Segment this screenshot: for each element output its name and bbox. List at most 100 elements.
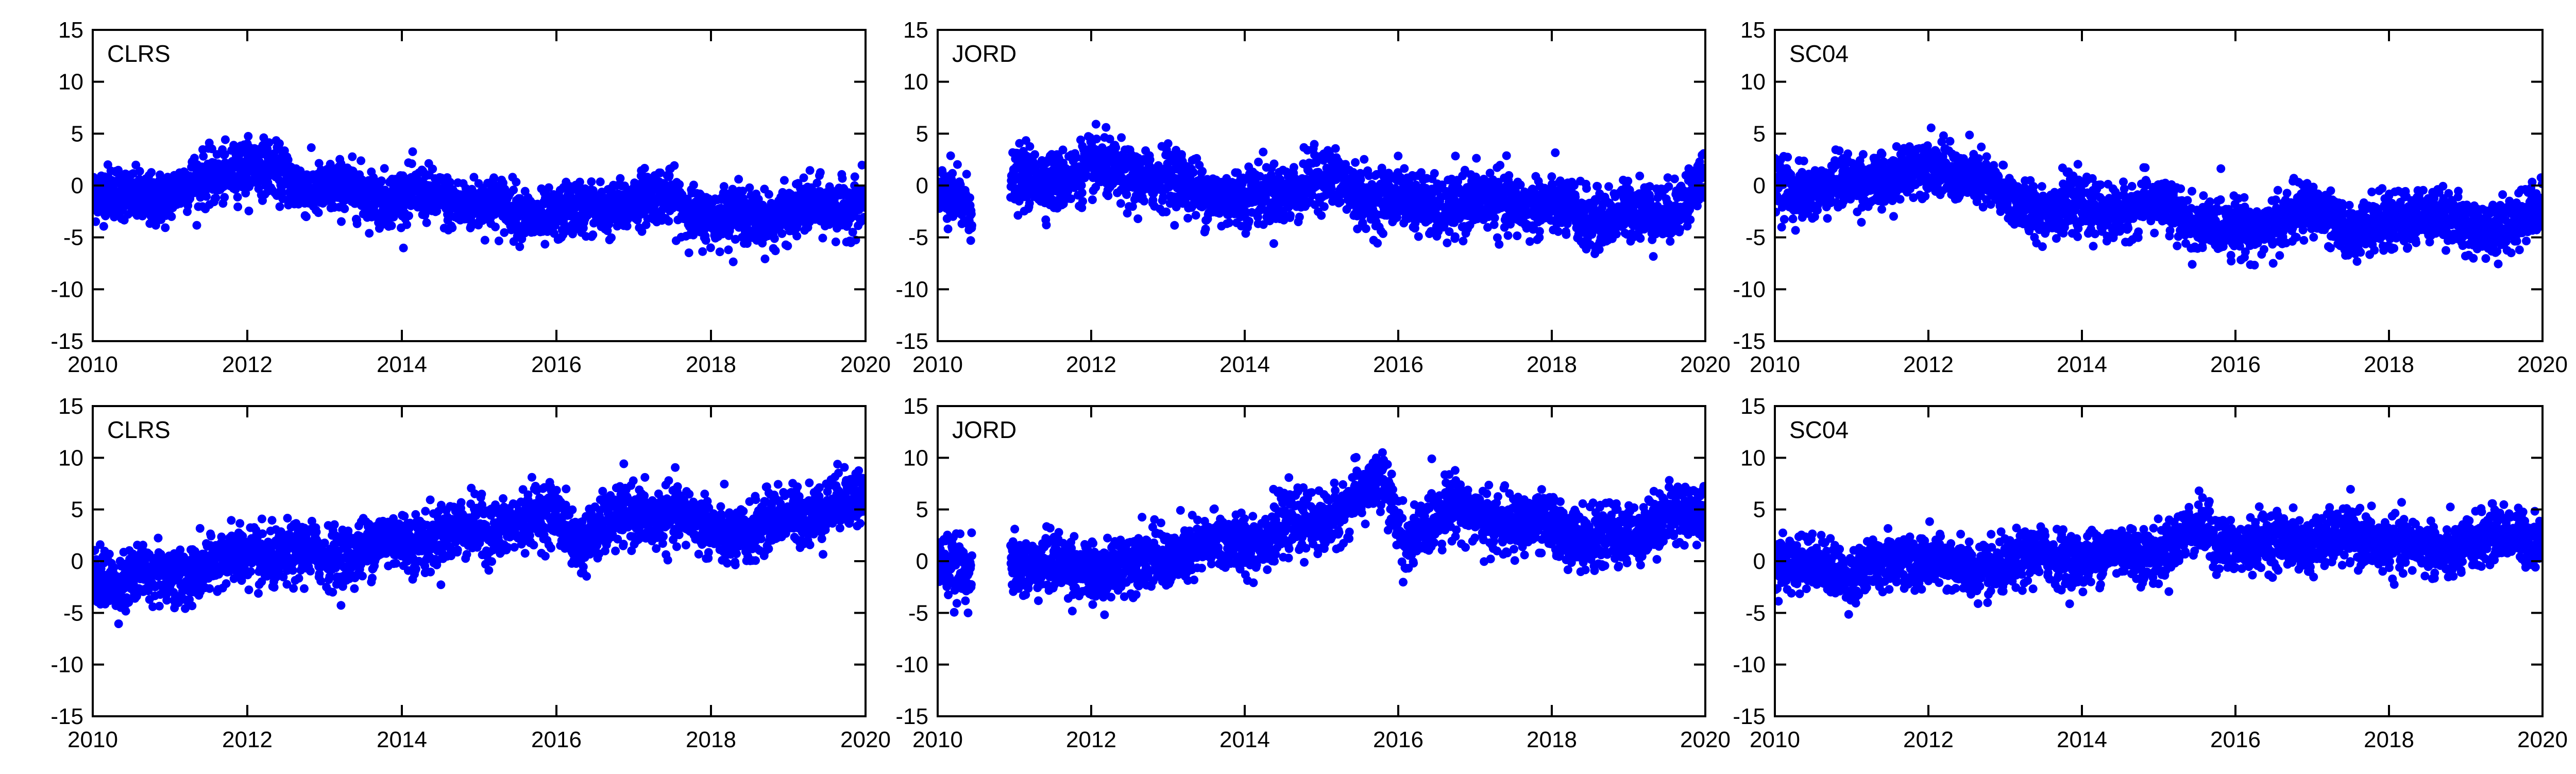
x-tick-label: 2018 bbox=[686, 352, 736, 377]
data-point bbox=[1128, 202, 1137, 211]
data-point bbox=[404, 211, 413, 221]
data-point bbox=[1503, 231, 1513, 240]
data-point bbox=[816, 168, 825, 177]
data-point bbox=[1198, 166, 1207, 176]
data-point bbox=[352, 219, 362, 228]
data-point bbox=[1317, 211, 1326, 220]
data-point bbox=[1459, 237, 1468, 246]
data-point bbox=[622, 222, 632, 231]
data-point bbox=[264, 138, 274, 147]
data-point bbox=[244, 206, 253, 215]
data-point bbox=[99, 222, 108, 231]
data-point bbox=[860, 203, 866, 212]
data-point bbox=[155, 170, 164, 179]
data-point bbox=[965, 193, 974, 203]
data-point bbox=[734, 175, 743, 184]
data-point bbox=[1104, 191, 1113, 200]
data-point bbox=[719, 182, 728, 191]
data-point bbox=[1360, 155, 1369, 164]
data-point bbox=[1496, 161, 1505, 170]
data-point bbox=[446, 178, 455, 187]
data-point bbox=[1636, 234, 1645, 243]
data-point bbox=[637, 227, 647, 236]
data-point bbox=[587, 177, 596, 187]
y-tick-label: 0 bbox=[71, 173, 83, 198]
data-point bbox=[1042, 221, 1051, 230]
data-point bbox=[1183, 213, 1193, 223]
data-point bbox=[1495, 240, 1504, 249]
data-point bbox=[1356, 175, 1365, 184]
data-points bbox=[93, 132, 866, 266]
data-point bbox=[1013, 211, 1023, 220]
data-point bbox=[665, 171, 674, 180]
x-tick-label: 2020 bbox=[840, 352, 891, 377]
data-point bbox=[491, 222, 500, 231]
data-point bbox=[1105, 134, 1114, 144]
data-point bbox=[131, 160, 141, 170]
data-point bbox=[596, 177, 605, 187]
data-point bbox=[1570, 181, 1579, 190]
data-point bbox=[1411, 218, 1420, 228]
data-point bbox=[818, 233, 827, 243]
data-point bbox=[357, 156, 366, 165]
data-point bbox=[1535, 227, 1544, 236]
data-point bbox=[135, 166, 144, 176]
data-point bbox=[860, 215, 866, 224]
data-point bbox=[1335, 197, 1345, 207]
data-point bbox=[946, 151, 955, 160]
data-point bbox=[269, 149, 278, 158]
data-point bbox=[1506, 220, 1515, 229]
data-point bbox=[664, 216, 673, 226]
data-point bbox=[515, 242, 524, 251]
data-point bbox=[399, 243, 408, 253]
data-point bbox=[764, 190, 773, 199]
data-point bbox=[1593, 182, 1602, 191]
data-point bbox=[380, 164, 389, 173]
y-tick-label: 5 bbox=[71, 121, 83, 146]
data-point bbox=[1058, 145, 1067, 155]
data-point bbox=[1485, 169, 1495, 178]
data-point bbox=[432, 207, 442, 216]
data-point bbox=[1244, 216, 1253, 226]
data-point bbox=[706, 243, 715, 253]
data-point bbox=[1493, 233, 1502, 242]
data-point bbox=[1091, 120, 1100, 129]
data-point bbox=[161, 223, 170, 232]
data-point bbox=[1361, 224, 1370, 233]
data-point bbox=[93, 217, 100, 226]
data-point bbox=[1295, 212, 1304, 222]
data-point bbox=[1331, 144, 1340, 153]
data-point bbox=[1417, 168, 1426, 177]
data-point bbox=[1101, 123, 1111, 132]
data-point bbox=[494, 237, 503, 245]
data-point bbox=[241, 189, 250, 198]
data-point bbox=[607, 233, 616, 242]
data-point bbox=[190, 154, 199, 163]
data-point bbox=[745, 183, 754, 192]
data-point bbox=[283, 155, 293, 164]
data-point bbox=[348, 152, 357, 161]
data-point bbox=[1088, 195, 1097, 205]
data-point bbox=[1025, 199, 1034, 208]
data-point bbox=[861, 196, 866, 206]
data-point bbox=[831, 237, 840, 246]
x-tick-label: 2012 bbox=[222, 352, 273, 377]
data-point bbox=[1092, 134, 1101, 144]
data-point bbox=[336, 159, 346, 169]
data-point bbox=[340, 204, 349, 213]
data-point bbox=[1562, 230, 1571, 239]
data-point bbox=[337, 217, 346, 226]
data-point bbox=[689, 180, 698, 190]
data-point bbox=[1111, 143, 1121, 152]
data-point bbox=[1414, 232, 1423, 241]
data-point bbox=[377, 176, 386, 186]
data-point bbox=[1192, 154, 1201, 163]
data-point bbox=[1513, 231, 1522, 241]
data-point bbox=[1649, 252, 1658, 261]
data-point bbox=[1595, 245, 1604, 254]
data-point bbox=[799, 173, 808, 182]
x-tick-label: 2016 bbox=[531, 352, 582, 377]
data-point bbox=[777, 229, 787, 238]
data-point bbox=[1472, 154, 1481, 163]
